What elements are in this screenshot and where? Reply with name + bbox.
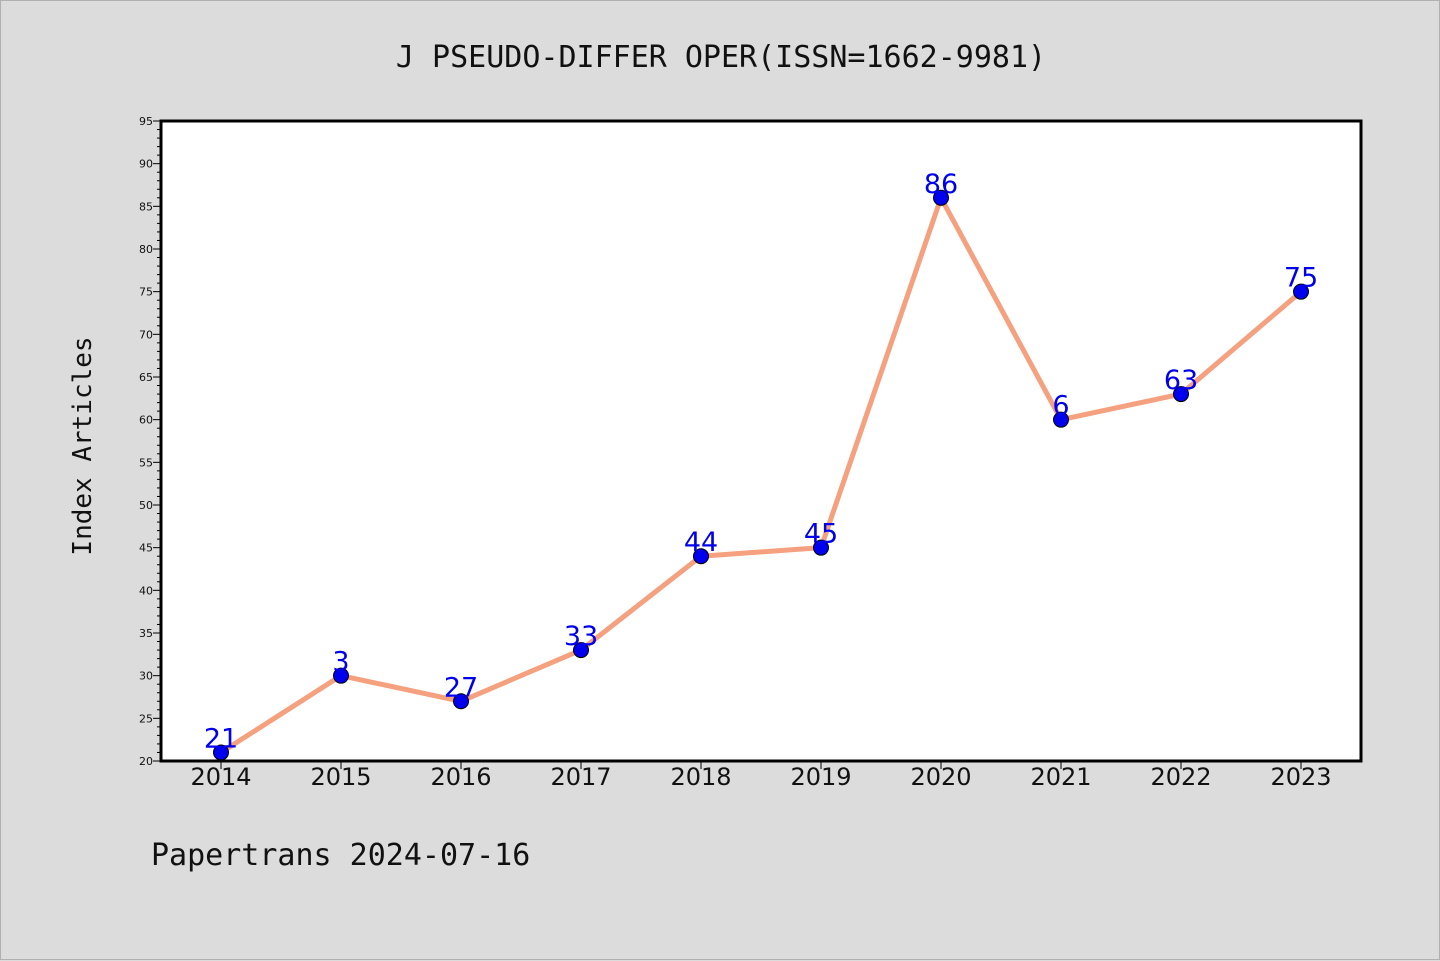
y-tick-label: 85 [139, 200, 153, 213]
x-tick-label: 2021 [1030, 763, 1091, 791]
y-tick-label: 20 [139, 755, 153, 768]
data-point [453, 693, 469, 710]
y-tick-label: 50 [139, 499, 153, 512]
data-point [933, 189, 949, 206]
y-tick-label: 25 [139, 712, 153, 725]
y-tick-label: 90 [139, 158, 153, 171]
y-tick-label: 95 [139, 115, 153, 128]
data-label: 45 [804, 519, 838, 550]
x-tick-label: 2016 [430, 763, 491, 791]
series-layer: 21 3 27 33 44 45 86 6 63 75 [204, 169, 1318, 761]
series-line [218, 195, 1304, 755]
chart-title: J PSEUDO-DIFFER OPER(ISSN=1662-9981) [396, 40, 1046, 75]
plot-area [159, 119, 1363, 763]
y-tick-label: 65 [139, 371, 153, 384]
data-point [1293, 283, 1309, 300]
x-tick-label: 2017 [550, 763, 611, 791]
y-tick-label: 55 [139, 456, 153, 469]
data-label: 63 [1164, 365, 1198, 396]
y-tick-label: 30 [139, 670, 153, 683]
data-label: 21 [204, 723, 238, 754]
data-label: 6 [1052, 391, 1069, 422]
x-tick-label: 2019 [790, 763, 851, 791]
y-tick-label: 40 [139, 584, 153, 597]
data-point [1053, 411, 1069, 428]
x-tick-label: 2015 [310, 763, 371, 791]
y-tick-label: 70 [139, 328, 153, 341]
x-axis-ticks: 2014 2015 2016 2017 2018 2019 2020 2021 2022 2023 [190, 761, 1332, 791]
data-label: 44 [684, 527, 718, 558]
y-tick-label: 35 [139, 627, 153, 640]
data-label: 75 [1284, 263, 1318, 294]
y-tick-label: 80 [139, 243, 153, 256]
y-axis-ticks: 20 25 30 35 40 45 50 55 60 65 70 75 80 85 90 95 [139, 115, 161, 768]
x-tick-label: 2022 [1150, 763, 1211, 791]
data-point [1173, 386, 1189, 403]
data-label: 3 [332, 647, 349, 678]
data-point [813, 539, 829, 556]
x-tick-label: 2020 [910, 763, 971, 791]
y-tick-label: 45 [139, 542, 153, 555]
data-label: 27 [444, 672, 478, 703]
footer-caption: Papertrans 2024-07-16 [151, 838, 530, 873]
x-tick-label: 2023 [1270, 763, 1331, 791]
y-axis-label: Index Articles [68, 336, 98, 555]
data-point [573, 642, 589, 659]
y-tick-label: 60 [139, 414, 153, 427]
y-tick-label: 75 [139, 286, 153, 299]
data-point [333, 667, 349, 684]
data-label: 33 [564, 621, 598, 652]
x-tick-label: 2014 [190, 763, 251, 791]
data-point [693, 548, 709, 565]
data-point [213, 744, 229, 761]
data-label: 86 [924, 169, 958, 200]
x-tick-label: 2018 [670, 763, 731, 791]
